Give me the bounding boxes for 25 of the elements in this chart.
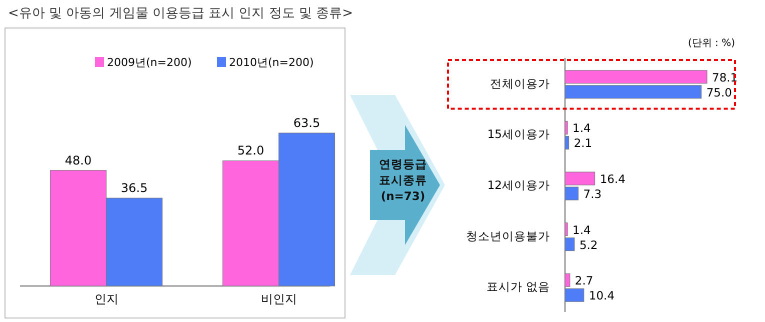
data-label: 36.5 <box>120 181 148 196</box>
y-tick-label: 12세이용가 <box>487 178 550 192</box>
data-label: 1.4 <box>572 222 591 237</box>
data-label: 5.2 <box>579 238 598 252</box>
data-label: 63.5 <box>293 116 320 130</box>
data-label: 1.4 <box>572 121 591 136</box>
x-tick-label: 인지 <box>94 292 118 306</box>
text: (단위 : %) <box>688 38 736 49</box>
x-tick-label: 비인지 <box>260 292 297 306</box>
data-label: 2.1 <box>574 136 592 150</box>
legend-label: 2009년(n=200) <box>107 56 192 69</box>
legend-label: 2010년(n=200) <box>229 56 314 69</box>
y-tick-label: 청소년이용불가 <box>466 228 550 243</box>
data-label: 75.0 <box>706 85 732 100</box>
text: 연령등급 표시종류 (n=73) <box>379 157 427 203</box>
data-label: 10.4 <box>588 288 615 303</box>
y-tick-label: 15세이용가 <box>487 127 550 142</box>
data-label: 52.0 <box>237 144 264 158</box>
chart-title: <유아 및 아동의 게임물 이용등급 표시 인지 정도 및 종류> <box>8 6 353 21</box>
data-label: 7.3 <box>583 187 602 201</box>
data-label: 48.0 <box>64 153 92 168</box>
y-tick-label: 표시가 없음 <box>486 280 550 294</box>
data-label: 16.4 <box>600 172 626 186</box>
data-label: 2.7 <box>574 274 594 288</box>
y-tick-label: 전체이용가 <box>490 76 550 90</box>
